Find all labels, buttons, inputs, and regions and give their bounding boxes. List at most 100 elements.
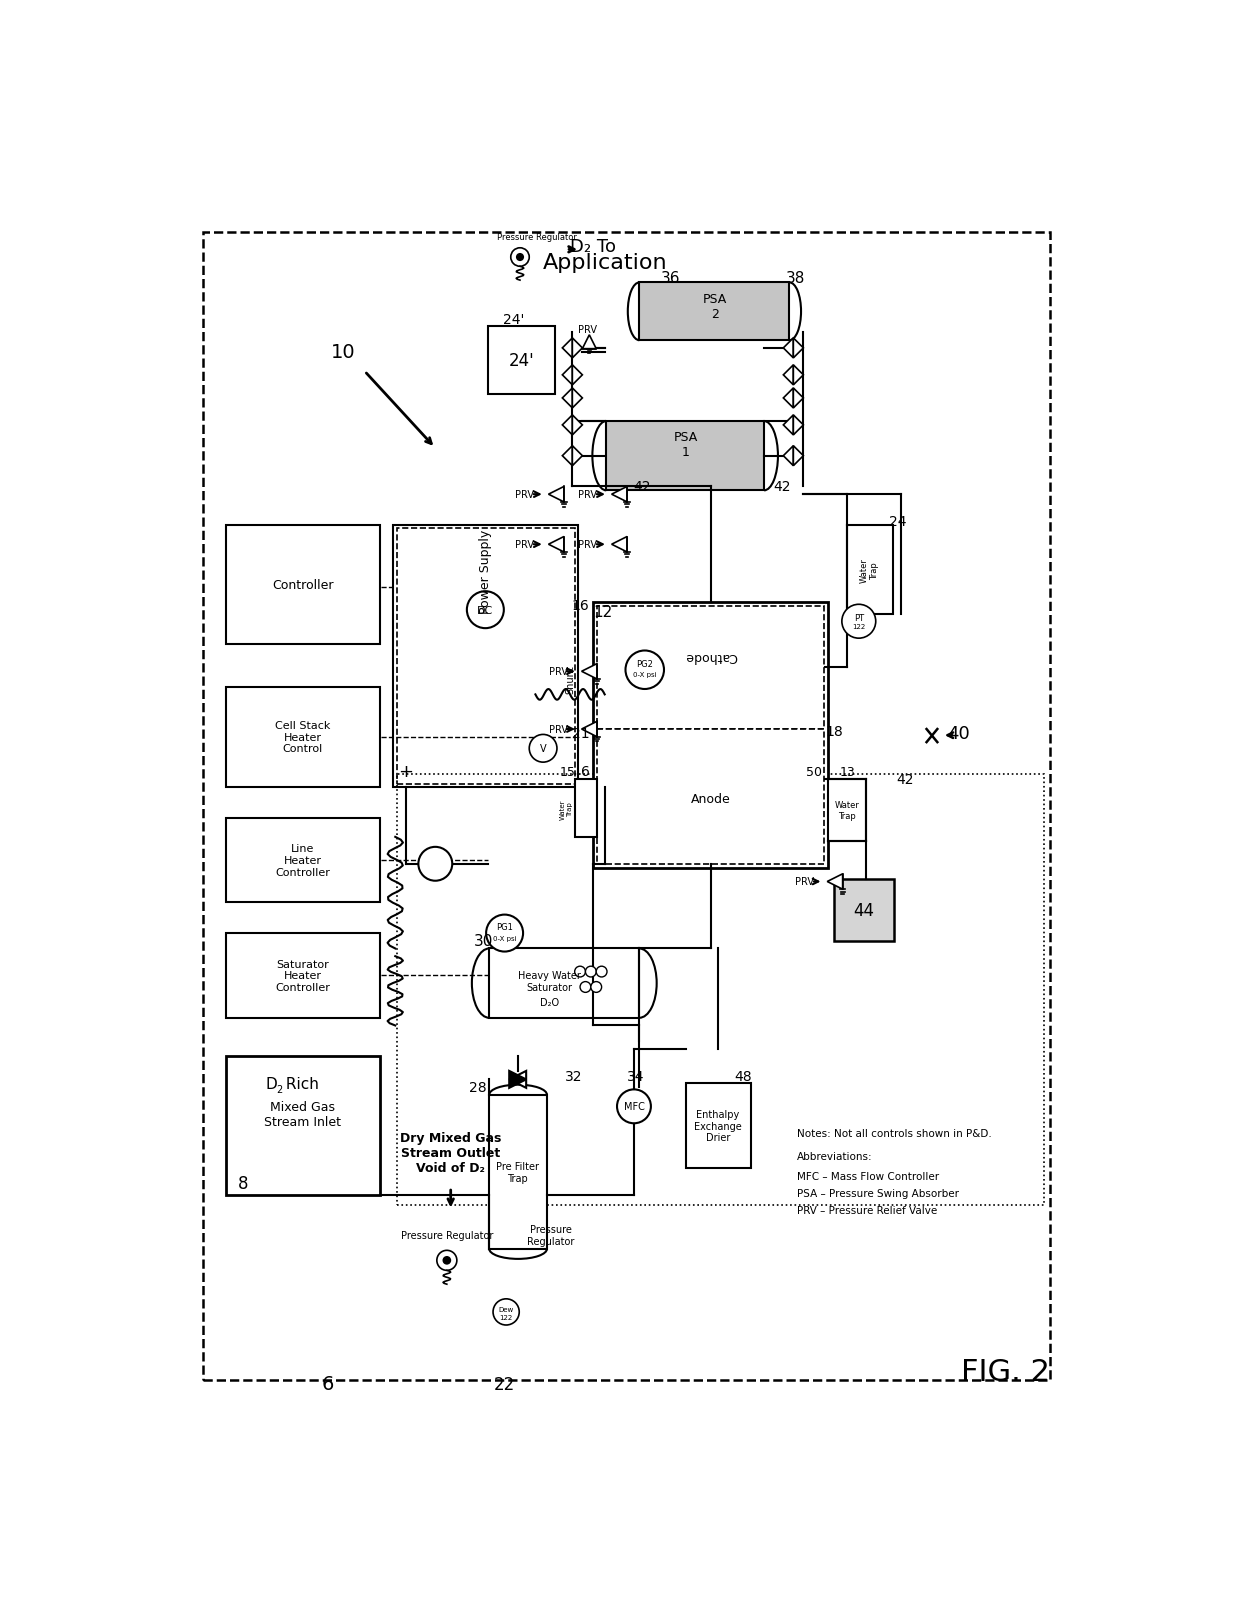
Text: Heavy Water
Saturator: Heavy Water Saturator [518,971,580,992]
Text: Abbreviations:: Abbreviations: [797,1152,873,1162]
Text: 34: 34 [626,1070,645,1083]
Text: DC: DC [477,605,494,615]
Text: 44: 44 [853,901,874,919]
Polygon shape [784,388,794,409]
Text: Water
Trap: Water Trap [559,800,573,820]
Polygon shape [784,415,794,435]
Bar [593,602,828,868]
Polygon shape [548,487,564,503]
Bar [397,529,575,784]
Polygon shape [794,446,804,466]
Text: 0-X psi: 0-X psi [492,935,516,941]
Bar [487,328,556,394]
Circle shape [580,982,590,993]
Text: PSA
2: PSA 2 [703,292,727,320]
Bar [490,949,640,1018]
Circle shape [418,847,453,881]
Text: Pre Filter
Trap: Pre Filter Trap [496,1162,539,1183]
Text: 22: 22 [494,1375,516,1393]
Text: 0-X psi: 0-X psi [632,672,656,678]
Bar [226,526,379,644]
Text: Rich: Rich [281,1076,319,1091]
Text: PRV: PRV [549,724,568,735]
Text: D₂O: D₂O [539,998,559,1008]
Polygon shape [611,487,627,503]
Polygon shape [573,415,583,435]
Circle shape [511,248,529,268]
Text: Water
Trap: Water Trap [859,558,879,583]
Text: 28: 28 [469,1081,486,1094]
Text: 12: 12 [594,604,613,620]
Text: Enthalpy
Exchange
Drier: Enthalpy Exchange Drier [694,1109,742,1143]
Polygon shape [563,446,573,466]
Polygon shape [573,339,583,359]
Circle shape [467,592,503,628]
Text: PRV – Pressure Relief Valve: PRV – Pressure Relief Valve [797,1204,937,1214]
Circle shape [618,1089,651,1123]
Text: 10: 10 [331,342,355,362]
Text: 30: 30 [474,933,494,949]
Polygon shape [583,336,596,349]
Text: Application: Application [542,253,667,273]
Text: FIG. 2: FIG. 2 [961,1358,1049,1386]
Polygon shape [510,1071,526,1087]
Circle shape [494,1298,520,1326]
Text: MFC – Mass Flow Controller: MFC – Mass Flow Controller [797,1170,940,1182]
Text: Void of D₂: Void of D₂ [417,1162,485,1175]
Polygon shape [573,446,583,466]
Text: Anode: Anode [691,792,730,805]
Text: 6: 6 [321,1375,334,1393]
Text: PG2: PG2 [636,659,653,669]
Text: 122: 122 [500,1313,513,1319]
Circle shape [444,1258,450,1264]
Text: 15: 15 [559,766,575,779]
Text: PRV: PRV [795,876,815,886]
Text: Stream Inlet: Stream Inlet [264,1115,341,1128]
Text: PRV: PRV [578,490,598,500]
Text: 16: 16 [572,599,589,612]
Text: 24': 24' [503,312,525,326]
Text: MFC: MFC [624,1102,645,1112]
Bar [203,234,1050,1380]
Text: Cathode: Cathode [684,649,738,662]
Circle shape [574,967,585,977]
Polygon shape [794,388,804,409]
Text: PRV: PRV [515,540,534,550]
Bar [397,774,1044,1206]
Circle shape [842,605,875,639]
Text: 24': 24' [508,352,534,370]
Text: Pressure Regulator: Pressure Regulator [497,232,577,242]
Text: PG1: PG1 [496,923,513,932]
Polygon shape [827,875,843,889]
Bar [686,1084,751,1169]
Text: Notes: Not all controls shown in P&D.: Notes: Not all controls shown in P&D. [797,1128,992,1139]
Text: Stream Outlet: Stream Outlet [401,1146,500,1159]
Text: Dry Mixed Gas: Dry Mixed Gas [401,1131,501,1144]
Text: Cell Stack
Heater
Control: Cell Stack Heater Control [275,721,331,753]
Polygon shape [563,415,573,435]
Bar [596,607,825,730]
Text: 32: 32 [565,1070,583,1083]
Bar [490,1096,547,1250]
Circle shape [529,735,557,763]
Polygon shape [794,415,804,435]
Text: PRV: PRV [578,540,598,550]
Polygon shape [573,388,583,409]
Polygon shape [510,1071,526,1087]
Text: 122: 122 [852,623,866,630]
Text: Mixed Gas: Mixed Gas [270,1100,335,1113]
Text: PRV: PRV [578,325,598,334]
Text: 24: 24 [889,514,906,529]
Text: 18: 18 [826,725,843,738]
Bar [226,933,379,1018]
Polygon shape [582,664,596,680]
Polygon shape [573,365,583,386]
Polygon shape [784,446,794,466]
Text: 36: 36 [661,271,680,286]
Text: D: D [265,1076,278,1091]
Text: PRV: PRV [515,490,534,500]
Text: 21: 21 [572,727,589,740]
Bar [596,730,825,863]
Polygon shape [784,339,794,359]
Polygon shape [582,722,596,737]
